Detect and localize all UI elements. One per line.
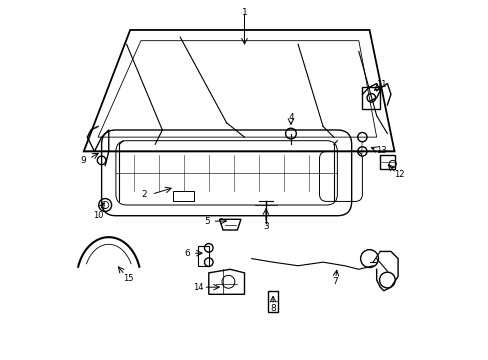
- Text: 12: 12: [393, 170, 404, 179]
- Text: 2: 2: [142, 190, 147, 199]
- Text: 4: 4: [287, 113, 293, 122]
- Text: 11: 11: [375, 80, 386, 89]
- Text: 6: 6: [184, 249, 190, 258]
- Text: 3: 3: [263, 222, 268, 231]
- Text: 13: 13: [375, 146, 386, 155]
- Text: 15: 15: [123, 274, 133, 283]
- Text: 10: 10: [93, 211, 103, 220]
- Text: 8: 8: [270, 304, 275, 313]
- Text: 1: 1: [241, 8, 247, 17]
- Text: 5: 5: [203, 217, 209, 226]
- Text: 9: 9: [81, 156, 86, 165]
- Text: 7: 7: [332, 277, 338, 286]
- Text: 14: 14: [192, 283, 203, 292]
